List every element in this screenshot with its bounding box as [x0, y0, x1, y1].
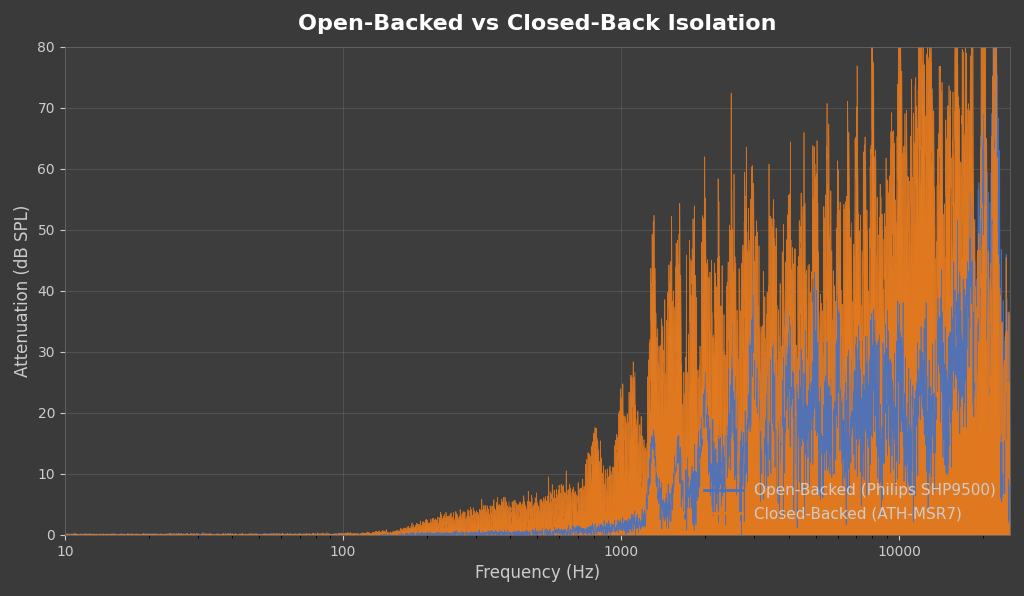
Y-axis label: Attenuation (dB SPL): Attenuation (dB SPL)	[14, 204, 32, 377]
Title: Open-Backed vs Closed-Back Isolation: Open-Backed vs Closed-Back Isolation	[298, 14, 776, 34]
X-axis label: Frequency (Hz): Frequency (Hz)	[475, 564, 600, 582]
Legend: Open-Backed (Philips SHP9500), Closed-Backed (ATH-MSR7): Open-Backed (Philips SHP9500), Closed-Ba…	[698, 477, 1002, 527]
